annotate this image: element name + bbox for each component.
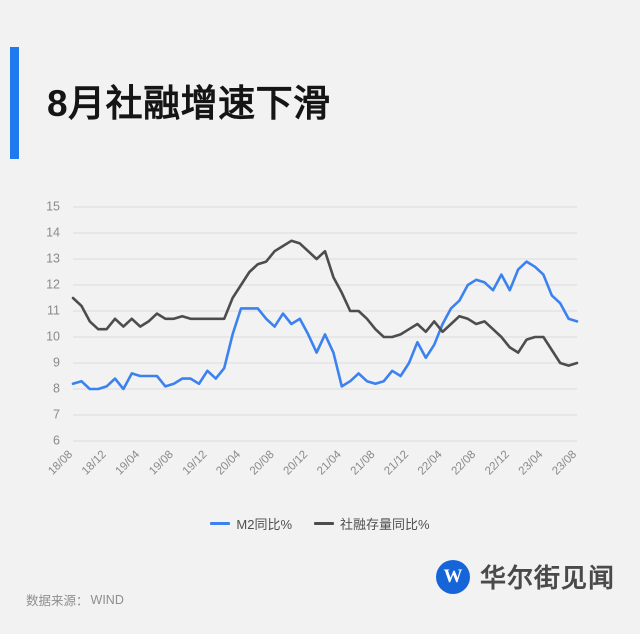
x-axis-tick-label: 19/12 — [181, 449, 210, 478]
x-axis-tick-label: 20/08 — [248, 449, 277, 478]
y-axis-tick-label: 7 — [53, 407, 60, 421]
x-axis-tick-label: 18/08 — [46, 449, 75, 478]
series-line — [71, 239, 579, 367]
x-axis-tick-label: 22/08 — [449, 449, 478, 478]
x-axis-tick-label: 19/08 — [147, 449, 176, 478]
data-source-value: WIND — [90, 592, 124, 607]
y-axis-tick-label: 10 — [46, 329, 60, 343]
data-source: 数据来源： WIND — [26, 590, 124, 609]
brand-logo: W 华尔街见闻 — [435, 558, 615, 595]
y-axis-tick-label: 9 — [53, 355, 60, 369]
legend-item[interactable]: 社融存量同比% — [314, 514, 430, 533]
x-axis-tick-label: 21/08 — [349, 449, 378, 478]
legend-swatch — [314, 522, 335, 525]
page-title: 8月社融增速下滑 — [47, 82, 331, 124]
series-lines — [71, 239, 579, 391]
legend-item[interactable]: M2同比% — [210, 514, 292, 533]
series-line — [71, 260, 579, 391]
legend-swatch — [210, 522, 231, 525]
y-axis-tick-label: 11 — [47, 303, 60, 317]
title-accent-bar — [10, 47, 19, 159]
wallstreetcn-icon: W — [435, 559, 470, 594]
y-axis-ticks: 15 14 13 12 11 10 9 8 7 6 — [46, 199, 60, 447]
line-chart: 15 14 13 12 11 10 9 8 7 6 18/08 18/12 19/04 19/08 19/… — [46, 199, 579, 477]
y-axis-tick-label: 15 — [46, 199, 60, 213]
x-axis-tick-label: 20/12 — [281, 449, 310, 478]
x-axis-tick-label: 21/04 — [315, 448, 344, 477]
x-axis-tick-label: 22/12 — [483, 449, 512, 478]
x-axis-tick-label: 21/12 — [382, 449, 411, 478]
y-axis-tick-label: 14 — [46, 225, 60, 239]
chart-legend: M2同比% 社融存量同比% — [0, 514, 640, 533]
y-axis-tick-label: 6 — [53, 433, 60, 447]
y-axis-tick-label: 13 — [46, 251, 60, 265]
x-axis-tick-label: 20/04 — [214, 448, 243, 477]
legend-label: M2同比% — [236, 517, 293, 532]
x-axis-tick-label: 23/04 — [517, 448, 546, 477]
brand-name: 华尔街见闻 — [479, 564, 615, 593]
y-axis-tick-label: 8 — [53, 381, 60, 395]
y-axis-tick-label: 12 — [46, 277, 60, 291]
x-axis-ticks: 18/08 18/12 19/04 19/08 19/12 20/04 20/08 20/12… — [46, 448, 579, 477]
x-axis-tick-label: 22/04 — [416, 448, 445, 477]
chart-container: 15 14 13 12 11 10 9 8 7 6 18/08 18/12 19/04 19/08 19/… — [0, 185, 640, 515]
x-axis-tick-label: 18/12 — [80, 449, 109, 478]
x-axis-tick-label: 23/08 — [550, 449, 579, 478]
x-axis-tick-label: 19/04 — [113, 448, 142, 477]
legend-label: 社融存量同比% — [340, 517, 430, 532]
data-source-label: 数据来源： — [26, 594, 89, 608]
page-title-block: 8月社融增速下滑 — [0, 46, 331, 160]
gridlines — [73, 206, 577, 442]
